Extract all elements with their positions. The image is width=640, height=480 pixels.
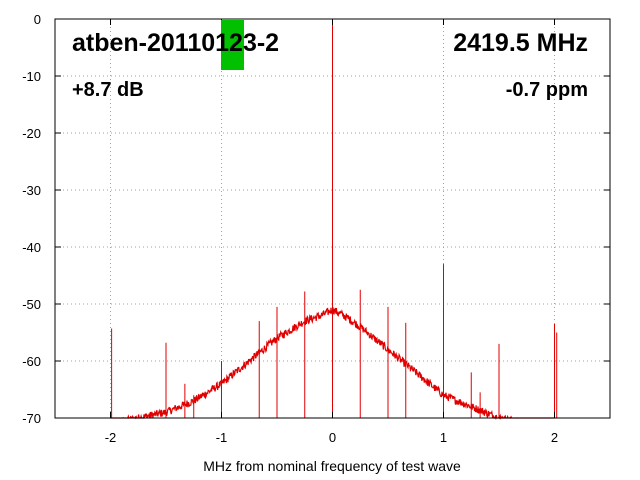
y-tick-label: -30 xyxy=(22,183,41,198)
x-tick-label: 0 xyxy=(329,430,336,445)
y-tick-label: -10 xyxy=(22,69,41,84)
gain-label: +8.7 dB xyxy=(72,79,144,101)
x-axis-title: MHz from nominal frequency of test wave xyxy=(203,458,461,474)
device-label: atben-20110123-2 xyxy=(72,29,279,57)
y-tick-label: -70 xyxy=(22,411,41,426)
x-tick-label: 2 xyxy=(551,430,558,445)
y-tick-label: 0 xyxy=(34,12,41,27)
y-tick-label: -50 xyxy=(22,297,41,312)
axis-ticks: 0-10-20-30-40-50-60-70-2 -1 0 1 2 xyxy=(22,12,610,445)
y-tick-label: -40 xyxy=(22,240,41,255)
green-marker xyxy=(221,20,244,70)
y-tick-label: -20 xyxy=(22,126,41,141)
x-tick-label: 1 xyxy=(440,430,447,445)
frequency-label: 2419.5 MHz xyxy=(453,29,588,57)
x-tick-label: -2 xyxy=(105,430,117,445)
spectrum-series xyxy=(110,19,558,421)
spur-lines xyxy=(111,19,558,418)
y-tick-label: -60 xyxy=(22,354,41,369)
ppm-label: -0.7 ppm xyxy=(506,79,588,101)
x-tick-label: -1 xyxy=(216,430,228,445)
